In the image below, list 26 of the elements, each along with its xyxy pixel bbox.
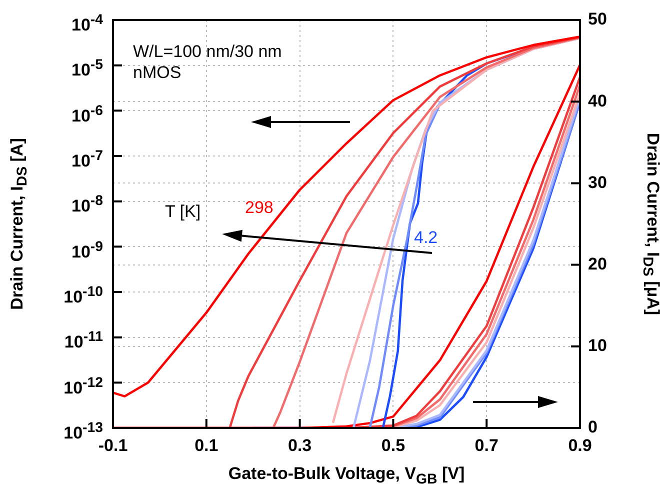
x-axis-title: Gate-to-Bulk Voltage, V$_{GB}$ [V] (228, 464, 465, 490)
y2-tick-label: 10 (588, 336, 607, 356)
x-tick-label: 0.7 (474, 436, 498, 455)
y-tick-label: 10$^{-6}$ (71, 102, 103, 126)
y-tick-label: 10$^{-11}$ (64, 328, 103, 353)
x-tick-label: 0.5 (381, 436, 406, 455)
y-tick-label: 10$^{-10}$ (64, 283, 103, 308)
x-tick-label: 0.1 (194, 436, 218, 455)
x-tick-label: 0.3 (288, 436, 312, 455)
y2-tick-label: 20 (588, 254, 607, 274)
y2-tick-label: 40 (588, 91, 607, 110)
x-tick-label: 0.9 (568, 436, 592, 455)
y-tick-label: 10$^{-12}$ (64, 374, 103, 398)
y-tick-label: 10$^{-9}$ (71, 238, 103, 262)
annotation: W/L=100 nm/30 nm (133, 42, 282, 62)
y2-tick-label: 50 (588, 10, 607, 29)
y2-tick-label: 0 (588, 418, 598, 437)
series-label: 4.2 (414, 228, 438, 248)
series-label: 298 (245, 198, 274, 218)
y2-tick-label: 30 (588, 172, 607, 192)
y-tick-label: 10$^{-4}$ (71, 11, 103, 36)
y-tick-label: 10$^{-7}$ (71, 147, 103, 172)
y-tick-label: 10$^{-8}$ (71, 192, 103, 217)
y-tick-label: 10$^{-5}$ (71, 56, 103, 81)
annotation: nMOS (133, 63, 182, 83)
annotation: T [K] (165, 202, 201, 222)
